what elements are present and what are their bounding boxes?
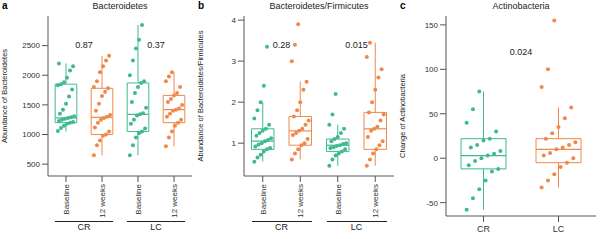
svg-text:Baseline: Baseline	[334, 183, 343, 214]
html-text:LC: LC	[150, 222, 162, 232]
svg-text:12 weeks: 12 weeks	[170, 184, 179, 218]
svg-text:1000: 1000	[22, 130, 40, 139]
svg-text:2: 2	[232, 98, 237, 107]
svg-text:1: 1	[232, 139, 237, 148]
svg-text:150: 150	[425, 21, 439, 30]
svg-text:2500: 2500	[22, 41, 40, 50]
svg-text:12 weeks: 12 weeks	[371, 184, 380, 218]
svg-text:2000: 2000	[22, 71, 40, 80]
svg-text:0.37: 0.37	[147, 40, 165, 50]
svg-text:1500: 1500	[22, 101, 40, 110]
svg-text:0: 0	[434, 154, 439, 163]
html-text:a: a	[2, 0, 8, 11]
svg-text:500: 500	[27, 160, 41, 169]
svg-text:Baseline: Baseline	[134, 183, 143, 214]
svg-text:0.015: 0.015	[345, 40, 368, 50]
html-text:c: c	[400, 0, 406, 11]
html-text:b: b	[198, 0, 205, 11]
svg-text:Abundance of Bacteroidetes: Abundance of Bacteroidetes	[8, 49, 9, 143]
html-text:LC: LC	[350, 222, 363, 232]
svg-text:12 weeks: 12 weeks	[296, 184, 305, 218]
svg-text:Baseline: Baseline	[259, 183, 268, 214]
svg-text:Baseline: Baseline	[62, 183, 71, 214]
svg-text:Abundance of Bacteroidetes/Fir: Abundance of Bacteroidetes/Firmicutes	[196, 30, 205, 161]
svg-text:12 weeks: 12 weeks	[98, 184, 107, 218]
html-text:Bacteroidetes: Bacteroidetes	[92, 1, 148, 11]
html-text:Bacteroidetes/Firmicutes: Bacteroidetes/Firmicutes	[269, 1, 369, 11]
svg-text:3: 3	[232, 57, 237, 66]
svg-text:-50: -50	[426, 199, 438, 208]
html-text:CR: CR	[77, 222, 91, 232]
html-text:Actinobacteria: Actinobacteria	[492, 1, 550, 11]
svg-text:100: 100	[425, 65, 439, 74]
svg-text:LC: LC	[553, 224, 565, 234]
svg-text:0.87: 0.87	[75, 40, 93, 50]
svg-text:0.024: 0.024	[510, 47, 533, 57]
svg-text:Change of Actinobacteria: Change of Actinobacteria	[398, 73, 407, 158]
svg-text:50: 50	[429, 110, 438, 119]
svg-text:4: 4	[232, 16, 237, 25]
svg-text:0.28: 0.28	[273, 40, 291, 50]
html-text:CR: CR	[275, 222, 288, 232]
svg-text:CR: CR	[477, 224, 490, 234]
